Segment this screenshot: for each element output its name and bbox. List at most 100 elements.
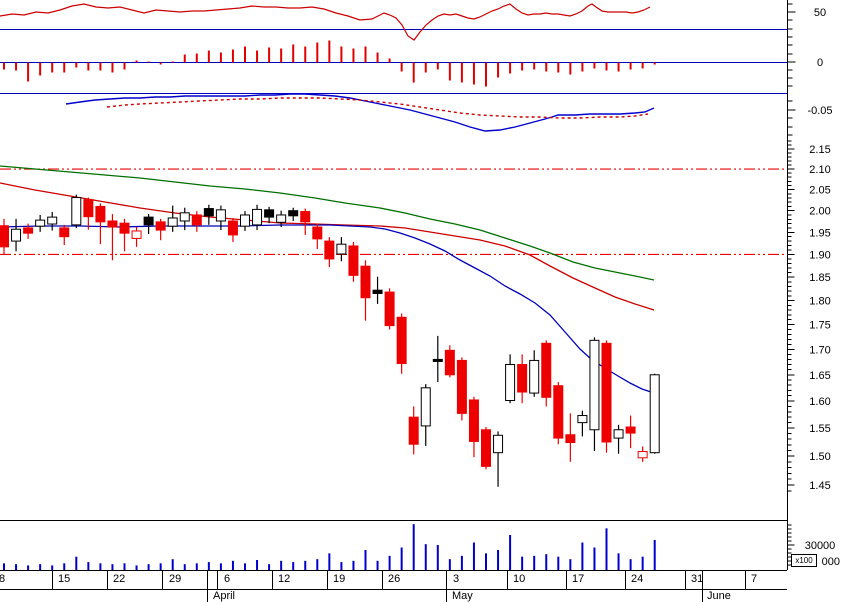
svg-text:0: 0 [817,57,823,69]
date-label: 31 [691,573,703,585]
volume-pane[interactable] [3,524,656,570]
candle [264,209,275,218]
candle [589,339,600,431]
candle [625,426,636,434]
candle [119,222,130,234]
date-label: 6 [224,573,230,585]
candle [360,265,371,299]
candle [107,220,118,228]
candle [155,221,166,231]
svg-text:1.60: 1.60 [809,396,830,408]
candle [517,364,528,393]
histogram-pane[interactable] [3,40,656,87]
candle [0,225,9,248]
candle [167,217,178,227]
candle [203,208,214,217]
oscillator-pane[interactable] [65,93,655,132]
right-price-axis: 50 0 -0.05 2.15 2.10 2.05 2.00 1.95 1.90 1.85 1.80… [787,3,840,568]
candle [59,227,70,238]
candle [565,434,576,444]
date-label: 8 [0,573,5,585]
svg-text:1.55: 1.55 [809,423,830,435]
candle [577,415,588,424]
candle [601,342,612,443]
pane-separators [0,0,789,591]
candle [529,359,540,394]
date-label: 3 [453,573,459,585]
candle [649,374,660,454]
candle [384,291,395,327]
ma-red [0,182,655,311]
svg-text:000: 000 [822,556,840,568]
indicator-pane-top[interactable] [0,3,651,41]
svg-text:2.15: 2.15 [809,144,830,156]
date-label: 19 [333,573,345,585]
date-label: 24 [631,573,643,585]
candle [420,387,431,427]
svg-text:2.00: 2.00 [809,206,830,218]
svg-text:2.05: 2.05 [809,185,830,197]
date-label: 10 [513,573,525,585]
candle [35,219,46,227]
date-label: 29 [169,573,181,585]
candle [276,214,287,223]
candle [143,216,154,226]
svg-text:1.75: 1.75 [809,320,830,332]
candle [432,358,443,362]
date-label: 7 [751,573,757,585]
candle [336,243,347,255]
svg-text:1.50: 1.50 [809,451,830,463]
candle [23,227,34,234]
volume-scale-badge: x100 [791,554,817,567]
svg-text:1.45: 1.45 [809,480,830,492]
svg-text:1.65: 1.65 [809,370,830,382]
x-axis: 8 15 22 29 6 12 19 26 3 10 17 24 31 7 April May June [0,570,757,602]
candle [541,342,552,398]
candle [71,197,82,226]
candle [312,226,323,240]
svg-text:30000: 30000 [805,540,836,552]
candle [191,214,202,226]
candle [179,212,190,222]
candle [396,316,407,364]
date-label: 12 [278,573,290,585]
candle [95,205,106,223]
candle [348,245,359,276]
candle [493,434,504,454]
svg-text:2.10: 2.10 [809,164,830,176]
candle [300,211,311,223]
candle [637,451,648,459]
price-pane[interactable] [0,165,787,394]
svg-text:1.90: 1.90 [809,249,830,261]
candle [240,214,250,227]
candle [505,364,516,401]
candle [131,230,142,239]
candle [468,399,479,442]
svg-text:1.95: 1.95 [809,227,830,239]
svg-text:1.85: 1.85 [809,272,830,284]
svg-text:50: 50 [814,7,826,19]
candle [444,349,455,376]
candle [11,228,22,242]
candle [481,429,491,467]
svg-text:-0.05: -0.05 [807,105,832,117]
date-label: 15 [58,573,70,585]
date-label: 22 [113,573,125,585]
candle [47,216,58,225]
date-label: 17 [572,573,584,585]
candle [456,359,467,414]
svg-text:1.80: 1.80 [809,296,830,308]
ma-green [0,165,655,281]
candle [83,199,94,218]
candle [227,220,238,236]
candle [252,208,263,226]
candle [215,209,226,222]
svg-text:1.70: 1.70 [809,344,830,356]
candles-layer [0,194,660,487]
candle [324,240,335,260]
candle [288,210,299,217]
month-label: June [707,590,731,602]
date-label: 26 [388,573,400,585]
